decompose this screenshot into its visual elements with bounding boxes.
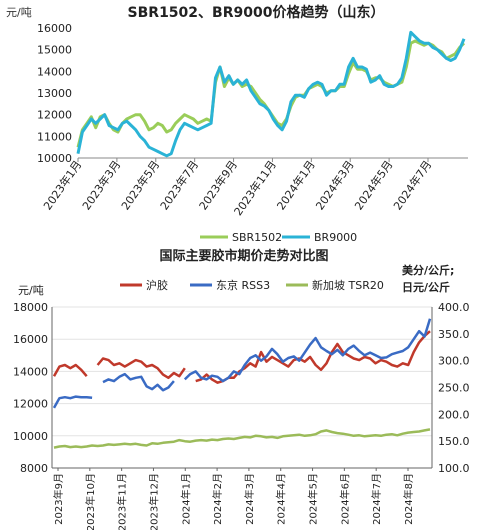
chart2-y-tick-label-right: 350.0 <box>438 328 470 341</box>
chart1-x-tick-label: 2023年1月 <box>40 158 84 213</box>
legend-shfe-label: 沪胶 <box>146 278 168 292</box>
chart2-y-ticks-left: 8000 10000 12000 14000 16000 18000 <box>13 301 48 475</box>
chart2-y-tick-label-left: 8000 <box>20 462 48 475</box>
legend-singapore-label: 新加坡 TSR20 <box>312 278 384 292</box>
chart2-title: 国际主要胶市期价走势对比图 <box>159 248 328 264</box>
chart2-y-tick-label-right: 300.0 <box>438 355 470 368</box>
chart2-y-unit-left: 元/吨 <box>18 284 44 297</box>
chart2-y-tick-label-right: 400.0 <box>438 301 470 314</box>
series-line-series <box>52 330 431 384</box>
legend-br9000-label: BR9000 <box>314 231 357 244</box>
chart1-legend: SBR1502 BR9000 <box>200 231 357 244</box>
chart2-x-tick-label: 2024年4月 <box>275 473 288 525</box>
chart2-y-tick-label-left: 18000 <box>13 301 48 314</box>
chart2-y-ticks-right: 100.0 150.0 200.0 250.0 300.0 350.0 400.0 <box>438 301 470 475</box>
chart1-y-tick-label: 13000 <box>37 87 72 100</box>
chart2-y-tick-label-right: 250.0 <box>438 382 470 395</box>
chart2-x-tick-label: 2024年3月 <box>243 473 256 525</box>
chart1-series <box>76 30 466 158</box>
chart2-x-tick-label: 2024年6月 <box>338 473 351 525</box>
chart2-y-tick-label-left: 10000 <box>13 430 48 443</box>
chart1-x-tick-label: 2024年3月 <box>313 158 357 213</box>
rubber-futures-comparison-chart: 国际主要胶市期价走势对比图 元/吨 美分/公斤; 日元/公斤 沪胶 东京 RSS… <box>13 248 470 530</box>
chart2-x-tick-label: 2024年7月 <box>370 473 383 525</box>
chart2-y-unit-right-1: 美分/公斤; <box>402 263 454 277</box>
chart2-x-tick-label: 2023年12月 <box>147 473 160 530</box>
sbr-br-price-chart: SBR1502、BR9000价格趋势（山东） 元/吨 10000 11000 120… <box>6 4 468 244</box>
legend-tokyo-label: 东京 RSS3 <box>216 278 270 292</box>
chart2-legend: 沪胶 东京 RSS3 新加坡 TSR20 <box>120 278 384 292</box>
chart2-y-tick-label-left: 14000 <box>13 365 48 378</box>
chart2-x-tick-label: 2024年5月 <box>307 473 320 525</box>
chart1-x-tick-label: 2023年5月 <box>118 158 162 213</box>
chart1-y-tick-label: 10000 <box>37 152 72 165</box>
series-line-br9000 <box>76 30 466 158</box>
chart2-x-tick-label: 2024年2月 <box>211 473 224 525</box>
chart1-y-tick-label: 11000 <box>37 130 72 143</box>
chart1-x-tick-label: 2023年7月 <box>157 158 201 213</box>
chart1-y-tick-label: 15000 <box>37 44 72 57</box>
series-line-tsr20 <box>53 428 431 449</box>
chart1-x-ticks: 2023年1月2023年3月2023年5月2023年7月2023年9月2023年… <box>40 158 434 218</box>
chart2-y-tick-label-left: 12000 <box>13 398 48 411</box>
chart1-y-ticks: 10000 11000 12000 13000 14000 15000 16000 <box>37 22 72 165</box>
chart1-y-unit: 元/吨 <box>6 6 32 19</box>
chart1-y-tick-label: 14000 <box>37 65 72 78</box>
chart1-x-tick-label: 2023年3月 <box>79 158 123 213</box>
chart1-x-tick-label: 2023年9月 <box>196 158 240 213</box>
chart2-series <box>52 318 432 449</box>
chart2-axes <box>51 307 433 469</box>
chart2-x-tick-label: 2024年8月 <box>402 473 415 525</box>
chart2-x-tick-label: 2023年10月 <box>84 473 97 530</box>
legend-sbr1502-label: SBR1502 <box>232 231 282 244</box>
chart2-y-tick-label-left: 16000 <box>13 333 48 346</box>
chart1-title: SBR1502、BR9000价格趋势（山东） <box>128 4 385 21</box>
chart2-x-tick-label: 2024年1月 <box>179 473 192 525</box>
chart1-y-tick-label: 16000 <box>37 22 72 35</box>
chart1-x-tick-label: 2024年1月 <box>274 158 318 213</box>
chart2-y-tick-label-right: 100.0 <box>438 462 470 475</box>
chart2-x-tick-label: 2023年11月 <box>116 473 129 530</box>
chart1-x-tick-label: 2024年7月 <box>390 158 434 213</box>
chart2-y-tick-label-right: 200.0 <box>438 408 470 421</box>
chart2-x-ticks: 2023年9月 2023年10月 2023年11月 2023年12月 2024年1月 20… <box>52 468 415 530</box>
chart2-x-tick-label: 2023年9月 <box>52 473 65 525</box>
chart2-y-tick-label-right: 150.0 <box>438 435 470 448</box>
chart1-x-tick-label: 2024年5月 <box>351 158 395 213</box>
chart1-y-tick-label: 12000 <box>37 109 72 122</box>
series-line-rss3 <box>52 318 432 409</box>
chart2-y-unit-right-2: 日元/公斤 <box>402 280 450 294</box>
